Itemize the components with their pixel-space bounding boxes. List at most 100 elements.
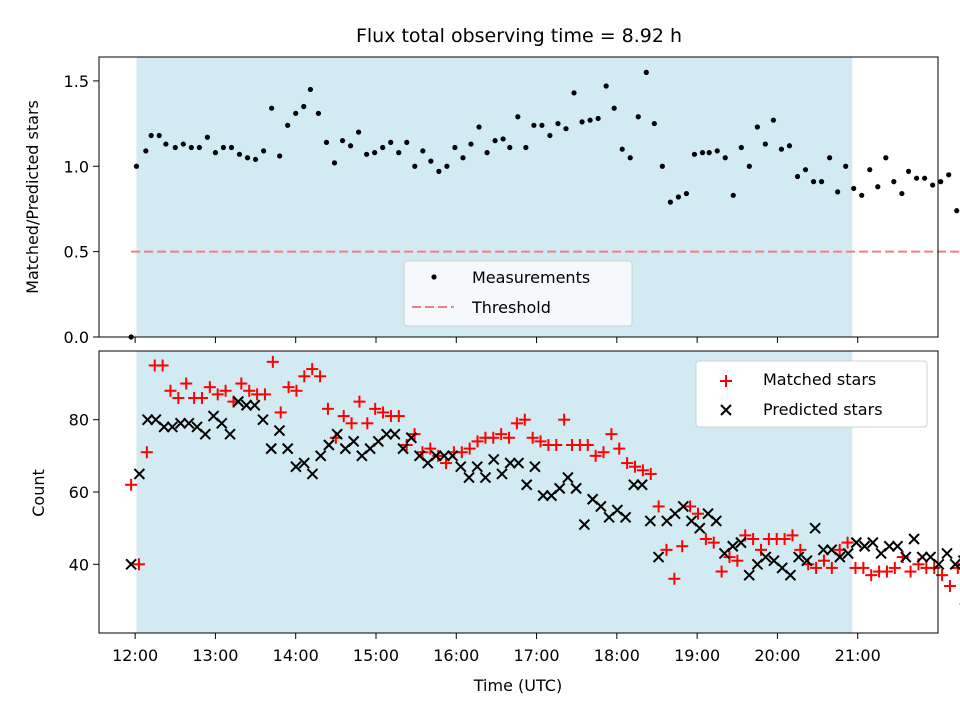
- legend-measurements-label: Measurements: [472, 268, 590, 287]
- predicted-star-point: [298, 457, 310, 469]
- matched-star-point: [794, 543, 807, 556]
- predicted-star-point: [553, 482, 566, 495]
- measurement-point: [851, 185, 857, 192]
- predicted-star-point: [809, 522, 821, 534]
- predicted-star-point: [512, 457, 525, 469]
- predicted-star-point: [570, 482, 582, 495]
- predicted-star-point: [735, 536, 747, 549]
- predicted-star-point: [430, 450, 442, 462]
- top-y-tick-label: 0.5: [64, 243, 89, 262]
- measurement-point: [706, 150, 712, 156]
- measurement-point: [515, 114, 521, 120]
- measurement-point: [163, 141, 169, 147]
- measurement-point: [452, 144, 458, 151]
- matched-star-point: [865, 569, 878, 582]
- measurement-point: [547, 132, 553, 139]
- measurement-point: [484, 150, 490, 156]
- matched-star-point: [298, 370, 311, 383]
- matched-star-point: [377, 406, 390, 419]
- measurement-point: [954, 208, 960, 214]
- matched-star-point: [904, 565, 917, 578]
- predicted-star-point: [834, 551, 846, 563]
- measurement-point: [468, 141, 474, 147]
- matched-star-point: [487, 431, 500, 444]
- predicted-star-point: [216, 417, 228, 430]
- predicted-star-point: [941, 547, 953, 560]
- predicted-star-point: [916, 551, 928, 563]
- measurement-point: [738, 144, 744, 151]
- measurement-point: [778, 146, 785, 152]
- measurement-point: [827, 155, 833, 161]
- matched-star-point: [353, 395, 366, 408]
- matched-star-point: [219, 384, 232, 397]
- predicted-star-point: [933, 558, 945, 571]
- bottom-legend: Matched stars Predicted stars: [695, 360, 928, 428]
- measurement-point: [252, 156, 259, 163]
- measurement-point: [699, 150, 706, 156]
- predicted-star-point: [463, 471, 475, 484]
- matched-star-point: [817, 554, 830, 567]
- x-tick-label: 12:00: [112, 646, 158, 665]
- matched-star-point: [243, 384, 256, 397]
- predicted-star-point: [883, 540, 896, 552]
- measurement-point: [843, 163, 849, 169]
- predicted-star-point: [438, 450, 450, 462]
- predicted-star-point: [488, 453, 500, 466]
- predicted-star-point: [562, 471, 574, 484]
- matched-star-point: [676, 540, 689, 553]
- bottom-y-tick-label: 60: [69, 483, 89, 502]
- measurement-point: [611, 105, 617, 111]
- matched-star-point: [597, 446, 610, 459]
- predicted-star-point: [801, 554, 813, 567]
- predicted-star-point: [158, 421, 170, 433]
- x-tick-label: 14:00: [273, 646, 319, 665]
- x-axis-label: Time (UTC): [473, 676, 562, 695]
- x-tick-label: 16:00: [433, 646, 479, 665]
- measurement-point: [260, 148, 267, 154]
- matched-star-point: [282, 381, 295, 394]
- predicted-star-point: [850, 536, 863, 549]
- matched-star-point: [369, 402, 382, 415]
- predicted-star-point: [817, 544, 830, 556]
- predicted-star-point: [628, 479, 640, 491]
- predicted-star-point: [380, 428, 393, 440]
- top-y-tick-label: 1.0: [64, 157, 89, 176]
- measurement-point: [323, 139, 330, 145]
- predicted-star-point: [759, 551, 772, 563]
- matched-star-point: [621, 457, 634, 470]
- matched-star-point: [258, 388, 271, 401]
- measurement-point: [307, 86, 314, 93]
- measurement-point: [867, 167, 873, 173]
- matched-star-point: [510, 417, 523, 430]
- matched-star-point: [652, 500, 665, 513]
- matched-star-point: [290, 384, 303, 397]
- measurement-point: [212, 150, 219, 156]
- predicted-star-point: [397, 442, 409, 455]
- predicted-star-point: [183, 417, 195, 430]
- measurement-point: [891, 179, 897, 185]
- predicted-star-point: [174, 417, 187, 430]
- predicted-star-point: [595, 500, 607, 513]
- measurement-point: [754, 124, 760, 130]
- matched-star-point: [668, 572, 681, 585]
- bottom-y-axis-label: Count: [29, 469, 48, 517]
- bottom-legend-box: [695, 360, 928, 428]
- matched-star-point: [841, 536, 854, 549]
- predicted-star-point: [347, 435, 360, 448]
- measurement-point: [500, 136, 506, 142]
- measurement-point: [436, 168, 442, 174]
- x-tick-label: 13:00: [192, 646, 238, 665]
- x-tick-label: 21:00: [835, 646, 881, 665]
- measurement-point: [802, 167, 809, 173]
- predicted-star-point: [133, 468, 146, 480]
- predicted-star-point: [537, 489, 549, 502]
- matched-star-point: [361, 417, 374, 430]
- matched-star-point: [731, 554, 744, 567]
- measurement-point: [810, 179, 817, 185]
- matched-star-point: [424, 442, 437, 455]
- matched-star-point: [266, 355, 279, 368]
- matched-star-point: [644, 467, 657, 480]
- matched-star-point: [747, 533, 760, 545]
- measurement-point: [762, 141, 768, 147]
